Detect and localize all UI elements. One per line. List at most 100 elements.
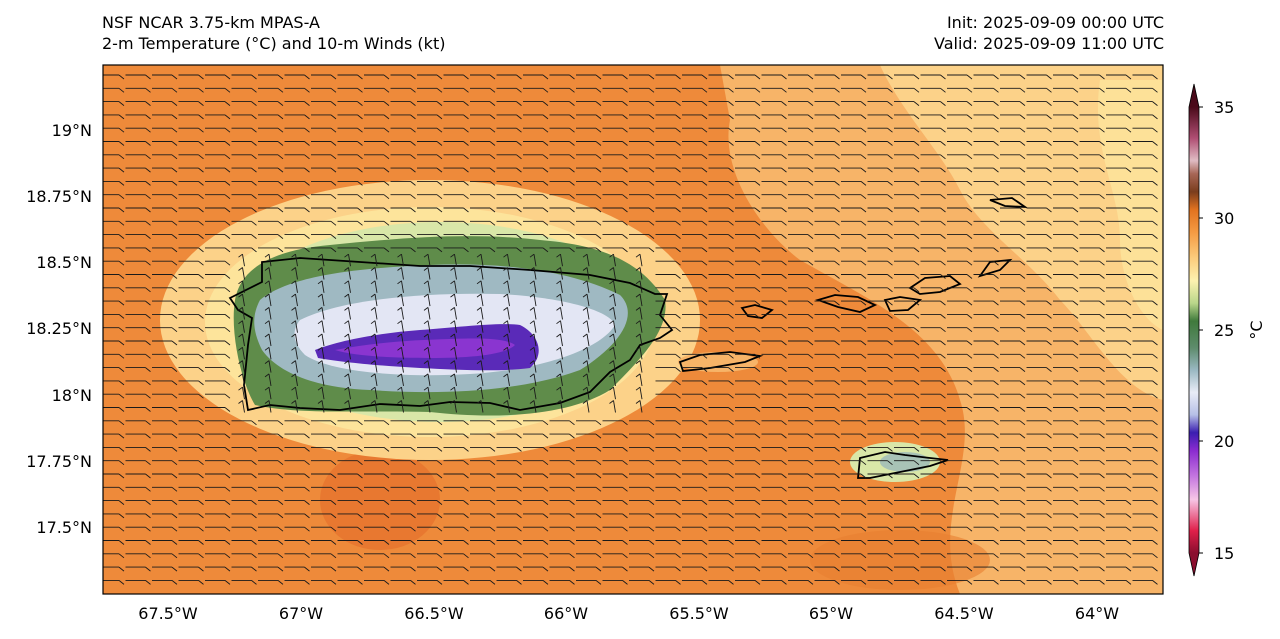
wind-barb (602, 114, 628, 120)
wind-barb (423, 320, 431, 333)
wind-barb (125, 220, 151, 226)
wind-barb (841, 353, 867, 359)
wind-barb (1000, 247, 1026, 253)
wind-barb (788, 460, 814, 466)
wind-barb (390, 566, 416, 572)
wind-barb (443, 540, 469, 545)
wind-barb (1000, 287, 1026, 293)
wind-barb (761, 407, 787, 412)
wind-barb (178, 194, 204, 200)
wind-barb (417, 446, 443, 452)
wind-barb (417, 220, 443, 226)
wind-barb (556, 280, 563, 293)
wind-barb (576, 420, 602, 426)
wind-barb (1106, 274, 1132, 279)
wind-barb (238, 346, 245, 360)
wind-barb (291, 280, 298, 293)
wind-barb (894, 167, 920, 173)
wind-barb (231, 579, 257, 585)
wind-barb (1079, 207, 1105, 213)
wind-barb (841, 114, 867, 120)
wind-barb (655, 553, 681, 559)
wind-barb (103, 247, 125, 253)
wind-barb (735, 207, 761, 213)
wind-barb (1132, 340, 1158, 346)
wind-barb (1026, 553, 1052, 559)
wind-barb (152, 313, 178, 319)
anegada-coast (989, 197, 1029, 209)
wind-barb (364, 513, 390, 519)
wind-barb (867, 367, 893, 372)
wind-barb (1079, 154, 1105, 160)
wind-barb (344, 267, 351, 280)
wind-barb (152, 500, 178, 505)
wind-barb (920, 87, 946, 93)
wind-barb (523, 180, 549, 186)
wind-barb (103, 407, 125, 412)
vieques-coast (678, 351, 764, 372)
wind-barb (125, 300, 151, 306)
wind-barb (178, 127, 204, 133)
wind-barb (735, 327, 761, 333)
wind-barb (682, 433, 708, 439)
wind-barb (655, 260, 681, 266)
wind-barb (973, 420, 999, 426)
wind-barb (582, 267, 590, 280)
wind-barb (973, 553, 999, 559)
wind-barb (682, 167, 708, 173)
wind-barb (231, 486, 257, 492)
wind-barb (556, 373, 563, 386)
wind-barb (788, 127, 814, 133)
wind-barb (390, 486, 416, 492)
wind-barb (655, 114, 681, 120)
wind-barb (529, 386, 537, 400)
wind-barb (103, 141, 125, 146)
wind-barb (920, 274, 946, 279)
wind-barb (390, 526, 416, 532)
wind-barb (708, 180, 734, 186)
wind-barb (761, 460, 787, 466)
wind-barb (867, 141, 893, 146)
wind-barb (655, 220, 681, 226)
wind-barb (443, 101, 469, 106)
wind-barb (311, 220, 337, 226)
wind-barb (1106, 167, 1132, 173)
title-left: NSF NCAR 3.75-km MPAS-A 2-m Temperature … (102, 12, 445, 54)
wind-barb (470, 167, 496, 173)
wind-barb (602, 87, 628, 93)
wind-barb (761, 180, 787, 186)
wind-barb (682, 247, 708, 253)
wind-barb (920, 486, 946, 492)
wind-barb (735, 167, 761, 173)
wind-barb (629, 194, 655, 200)
wind-barb (364, 101, 390, 106)
wind-barb (841, 380, 867, 386)
wind-barb (103, 460, 125, 466)
wind-barb (291, 360, 298, 373)
wind-barb (178, 393, 204, 399)
wind-barb (788, 420, 814, 426)
wind-barb (317, 346, 325, 360)
wind-barb (370, 267, 378, 280)
wind-barb (814, 87, 840, 93)
wind-barb (655, 579, 681, 585)
wind-barb (311, 87, 337, 93)
wind-barb (1079, 433, 1105, 439)
wind-barb (317, 333, 325, 347)
wind-barb (103, 274, 125, 279)
wind-barb (417, 141, 443, 146)
wind-barb (1132, 87, 1158, 93)
wind-barb (867, 247, 893, 253)
wind-barb (476, 267, 484, 280)
wind-barb (417, 473, 443, 479)
wind-barb (841, 127, 867, 133)
wind-barb (496, 420, 522, 426)
wind-barb (496, 540, 522, 545)
wind-barb (708, 446, 734, 452)
wind-barb (1026, 287, 1052, 293)
wind-barb (629, 500, 655, 505)
wind-barb (152, 87, 178, 93)
valid-time: Valid: 2025-09-09 11:00 UTC (933, 34, 1164, 53)
wind-barb (788, 540, 814, 545)
wind-barb (894, 566, 920, 572)
